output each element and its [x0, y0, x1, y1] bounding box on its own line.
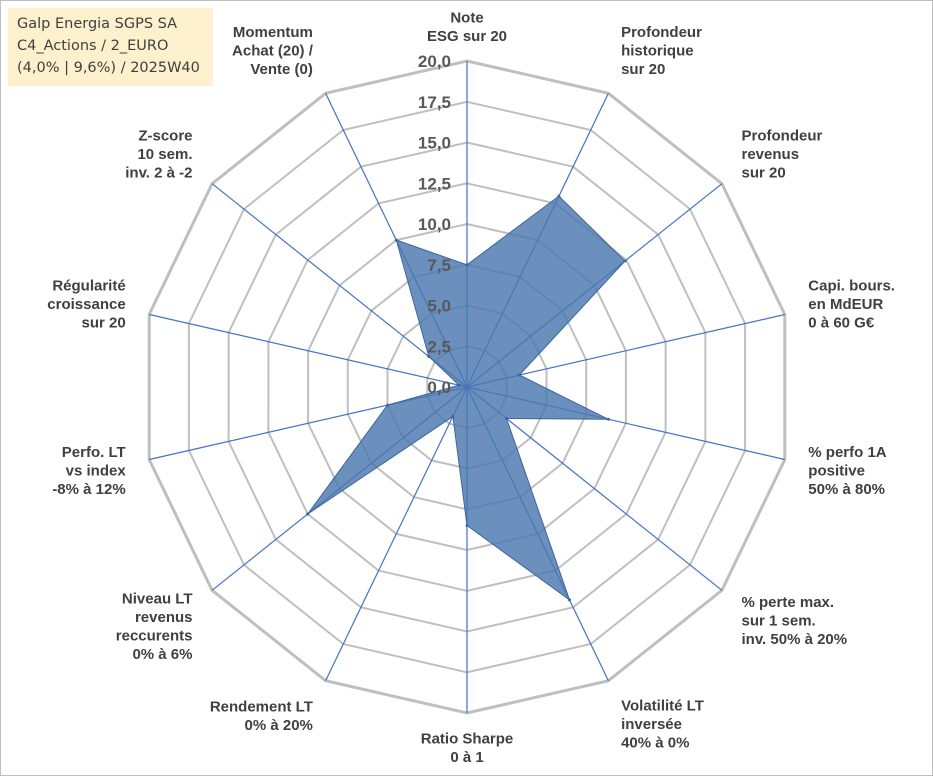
axis-label-line: positive: [808, 462, 865, 479]
axis-label-line: sur 20: [81, 315, 125, 332]
data-point: [451, 414, 455, 418]
axis-label-line: % perte max.: [742, 594, 835, 611]
tick-label: 10,0: [418, 215, 451, 234]
axis-label-line: reccurents: [116, 627, 193, 644]
axis-label-line: 40% à 0%: [621, 735, 689, 752]
axis-label-line: Note: [450, 10, 483, 27]
axis-spoke: [149, 313, 468, 388]
company-name: Galp Energia SGPS SA: [17, 16, 178, 32]
axis-label: Niveau LT revenus reccurents 0% à 6%: [116, 590, 193, 663]
tick-label: 15,0: [418, 134, 451, 153]
axis-label: Ratio Sharpe 0 à 1: [421, 731, 514, 767]
data-point: [623, 259, 627, 263]
axis-label-line: sur 20: [621, 61, 665, 78]
tick-label: 0,0: [427, 378, 451, 397]
axis-label-line: vs index: [66, 462, 127, 479]
info-box: Galp Energia SGPS SA C4_Actions / 2_EURO…: [8, 8, 213, 86]
axis-spoke: [211, 183, 468, 388]
axis-label: Perfo. LT vs index -8% à 12%: [52, 444, 126, 498]
data-point: [465, 263, 469, 267]
axis-label: Régularité croissance sur 20: [47, 278, 125, 332]
axis-label-line: revenus: [742, 146, 800, 163]
axis-label: Rendement LT 0% à 20%: [210, 698, 313, 734]
data-point: [465, 524, 469, 527]
data-point: [505, 417, 508, 420]
axis-spoke: [325, 386, 468, 681]
axis-label-line: sur 20: [742, 165, 786, 182]
axis-label: Profondeur historique sur 20: [621, 24, 702, 78]
axis-label-line: % perfo 1A: [808, 444, 887, 461]
data-point: [457, 383, 461, 387]
axis-label: Volatilité LT inversée 40% à 0%: [621, 698, 704, 752]
axis-label-line: inv. 2 à -2: [125, 165, 192, 182]
axis-label-line: 0 à 1: [450, 749, 483, 766]
axis-label-line: sur 1 sem.: [742, 612, 816, 629]
axis-label-line: 0 à 60 G€: [808, 315, 875, 332]
axis-label: % perte max. sur 1 sem. inv. 50% à 20%: [742, 594, 848, 648]
axis-label: Z-score 10 sem. inv. 2 à -2: [125, 128, 192, 182]
tick-label: 17,5: [418, 93, 451, 112]
axis-label-line: revenus: [135, 609, 193, 626]
axis-label-line: 10 sem.: [137, 146, 192, 163]
axis-label-line: Ratio Sharpe: [421, 731, 514, 748]
data-point: [568, 598, 571, 602]
tick-label: 12,5: [418, 174, 451, 193]
axis-label-line: Momentum: [233, 24, 313, 41]
data-point: [517, 373, 521, 377]
axis-label-line: ESG sur 20: [427, 28, 507, 45]
axis-label-line: inv. 50% à 20%: [742, 631, 848, 648]
tick-label: 20,0: [418, 52, 451, 71]
tick-label: 5,0: [427, 297, 451, 316]
axis-label-line: Z-score: [138, 128, 192, 145]
data-point: [427, 355, 431, 358]
axis-label-line: Capi. bours.: [808, 278, 895, 295]
data-point: [606, 417, 610, 421]
series-area: [307, 195, 626, 602]
axis-label-line: 0% à 6%: [132, 646, 192, 663]
series: [306, 194, 627, 602]
params-label: (4,0% | 9,6%) / 2025W40: [17, 60, 200, 76]
axis-label: Momentum Achat (20) / Vente (0): [232, 24, 314, 78]
axis-label-line: Profondeur: [621, 24, 702, 41]
data-point: [386, 403, 389, 407]
axis-label-line: en MdEUR: [808, 296, 883, 313]
tick-labels: 0,0 2,5 5,0 7,5 10,0 12,5 15,0 17,5 20,0: [418, 52, 451, 397]
axis-label-line: 50% à 80%: [808, 481, 885, 498]
axis-label-line: -8% à 12%: [52, 481, 125, 498]
data-point: [557, 194, 561, 198]
axis-label-line: 0% à 20%: [245, 717, 313, 734]
tick-label: 7,5: [427, 256, 451, 275]
axis-label: Profondeur revenus sur 20: [742, 128, 823, 182]
axis-spoke: [466, 386, 723, 591]
axis-label: % perfo 1A positive 50% à 80%: [808, 444, 887, 498]
axis-label: Capi. bours. en MdEUR 0 à 60 G€: [808, 278, 895, 332]
tick-label: 2,5: [427, 337, 451, 356]
data-point: [306, 512, 310, 516]
axis-label-line: Régularité: [52, 278, 125, 295]
data-point: [394, 238, 398, 242]
axis-label-line: croissance: [47, 296, 125, 313]
axis-label: Note ESG sur 20: [427, 10, 507, 46]
axis-label-line: Volatilité LT: [621, 698, 704, 715]
axis-label-line: Vente (0): [250, 61, 313, 78]
axis-label-line: Perfo. LT: [62, 444, 126, 461]
axis-label-line: historique: [621, 43, 694, 60]
axis-label-line: Niveau LT: [122, 590, 193, 607]
axis-label-line: Achat (20) /: [232, 43, 314, 60]
axis-label-line: inversée: [621, 716, 682, 733]
axis-label-line: Rendement LT: [210, 698, 313, 715]
axis-label-line: Profondeur: [742, 128, 823, 145]
category-label: C4_Actions / 2_EURO: [17, 38, 169, 54]
axis-labels: Note ESG sur 20 Profondeur historique sur 20…: [47, 10, 895, 767]
